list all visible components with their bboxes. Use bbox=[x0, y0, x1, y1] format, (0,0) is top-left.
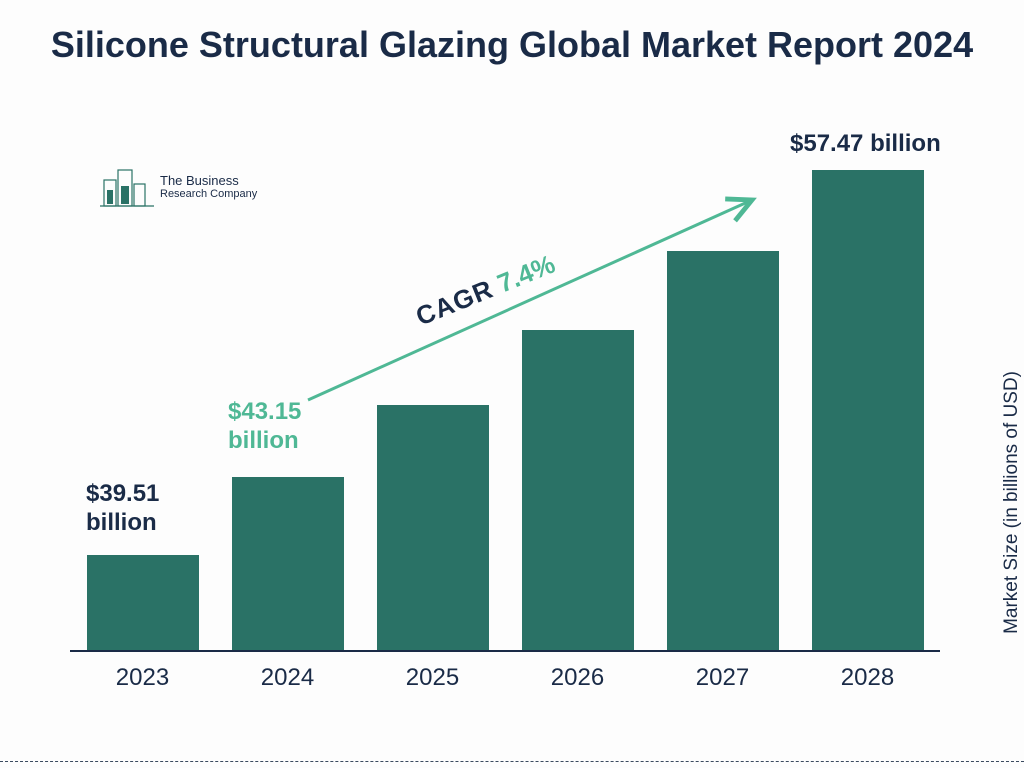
x-axis-line bbox=[70, 650, 940, 652]
x-tick-label: 2026 bbox=[522, 664, 634, 692]
bar-value-label: $57.47 billion bbox=[790, 130, 941, 159]
bar-value-label: $43.15billion bbox=[228, 398, 301, 456]
bar bbox=[232, 477, 344, 650]
bar bbox=[522, 330, 634, 650]
bar bbox=[377, 405, 489, 650]
x-tick-label: 2028 bbox=[812, 664, 924, 692]
bar bbox=[667, 251, 779, 650]
bar bbox=[87, 555, 199, 650]
chart-title: Silicone Structural Glazing Global Marke… bbox=[0, 0, 1024, 67]
x-tick-label: 2023 bbox=[87, 664, 199, 692]
x-tick-label: 2027 bbox=[667, 664, 779, 692]
bar-group bbox=[70, 150, 940, 650]
x-axis-labels: 2023 2024 2025 2026 2027 2028 bbox=[70, 664, 940, 692]
bar-value-label: $39.51billion bbox=[86, 480, 159, 538]
bar bbox=[812, 170, 924, 650]
bar-chart: 2023 2024 2025 2026 2027 2028 bbox=[70, 140, 950, 700]
bottom-divider bbox=[0, 761, 1024, 762]
y-axis-label: Market Size (in billions of USD) bbox=[1001, 371, 1023, 634]
x-tick-label: 2024 bbox=[232, 664, 344, 692]
x-tick-label: 2025 bbox=[377, 664, 489, 692]
